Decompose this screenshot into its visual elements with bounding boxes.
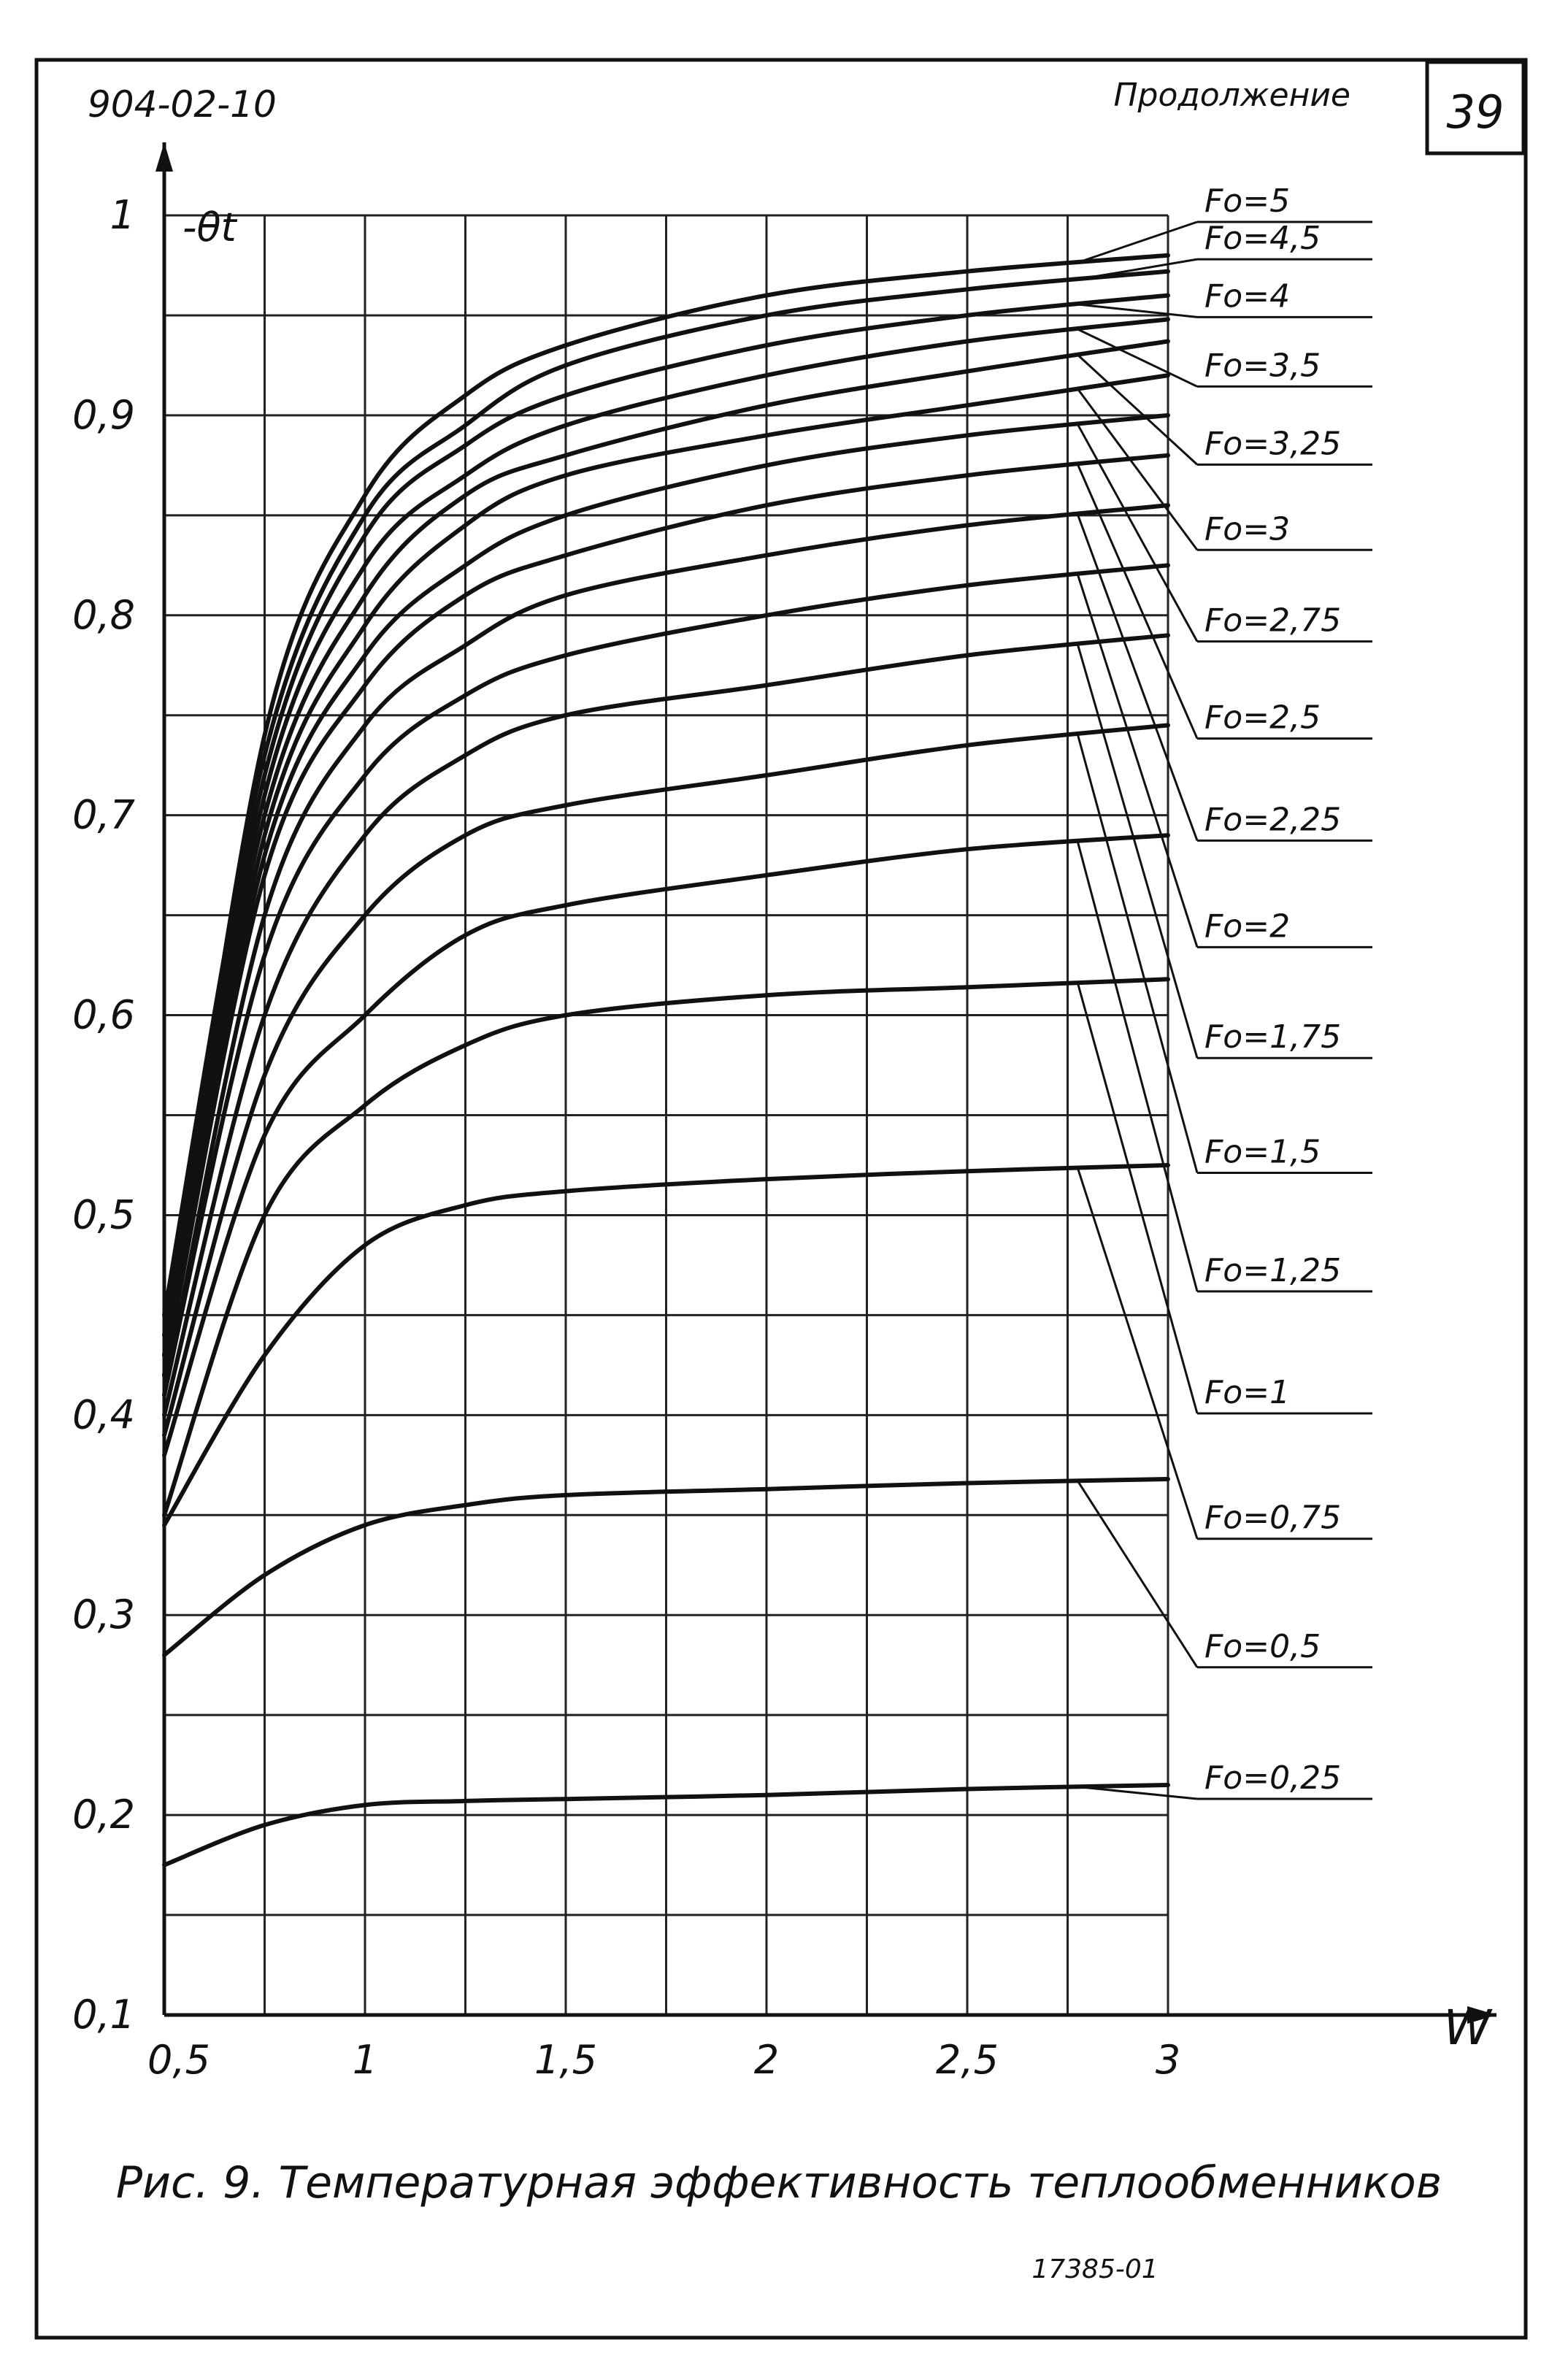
- x-tick-label: 1: [353, 2037, 377, 2083]
- series-line: [162, 833, 1170, 1458]
- series-leader-line: [1077, 1786, 1198, 1800]
- y-tick-label: 0,9: [72, 392, 135, 438]
- series-label: Fo=0,25: [1204, 1759, 1341, 1797]
- series-label: Fo=2: [1204, 907, 1290, 945]
- series-leader-line: [1076, 423, 1199, 642]
- series-label: Fo=3,5: [1204, 347, 1321, 384]
- figure-caption: Рис. 9. Температурная эффективность тепл…: [116, 2157, 1442, 2208]
- axes: [155, 142, 1496, 2024]
- continuation-label: Продолжение: [1113, 77, 1350, 114]
- page-number-box: [1425, 60, 1526, 156]
- series-line: [162, 723, 1170, 1437]
- series-label: Fo=5: [1204, 183, 1290, 220]
- y-tick-label: 0,4: [72, 1391, 135, 1437]
- y-tick-label: 0,6: [72, 992, 135, 1038]
- x-tick-label: 2,5: [936, 2037, 999, 2083]
- series-line: [162, 453, 1170, 1378]
- series-leader-line: [1076, 464, 1199, 740]
- series-label: Fo=0,5: [1204, 1628, 1321, 1665]
- series-line: [162, 503, 1170, 1397]
- series-label: Fo=4,5: [1204, 220, 1321, 257]
- doc-number: 904-02-10: [88, 83, 277, 126]
- series-line: [162, 977, 1170, 1518]
- tick-labels: 0,5 1 1,5 2 2,5 3 0,1 0,2 0,3 0,4 0,5 0,6 0,7 0,8 0,9 1: [72, 192, 1180, 2083]
- series-label: Fo=3,25: [1204, 425, 1341, 462]
- series-label: Fo=2,5: [1204, 699, 1321, 737]
- series-line: [162, 1783, 1170, 1867]
- y-tick-label: 0,1: [72, 1992, 135, 2038]
- y-tick-label: 1: [110, 192, 135, 238]
- series-label: Fo=0,75: [1204, 1500, 1341, 1537]
- x-axis-arrow: [1467, 2006, 1496, 2024]
- heat-exchanger-chart: 0,5 1 1,5 2 2,5 3 0,1 0,2 0,3 0,4 0,5 0,6 0,7 0,8 0,9 1…: [72, 142, 1496, 2083]
- series-label: Fo=3: [1204, 510, 1290, 548]
- series-line: [162, 293, 1170, 1337]
- series-leader-line: [1077, 303, 1198, 318]
- series-labels: Fo=5Fo=4,5 Fo=4 Fo=3,5 Fo=3,25 Fo=3 Fo=2,75 Fo…: [1076, 183, 1372, 1800]
- series-leader-line: [1076, 513, 1199, 841]
- series-leader-line: [1076, 644, 1199, 1059]
- sheet-frame: [34, 58, 1528, 2340]
- series-label: Fo=2,25: [1204, 801, 1341, 838]
- series-leader-line: [1076, 982, 1199, 1414]
- series-line: [162, 563, 1170, 1397]
- series-line: [162, 269, 1170, 1318]
- y-tick-label: 0,5: [72, 1191, 135, 1237]
- series-leader-line: [1076, 574, 1199, 948]
- y-axis-arrow: [155, 142, 173, 172]
- series-line: [162, 1163, 1170, 1527]
- series-label: Fo=1: [1204, 1374, 1290, 1411]
- x-tick-label: 3: [1156, 2037, 1180, 2083]
- series-line: [162, 373, 1170, 1378]
- series-label: Fo=4: [1204, 277, 1290, 315]
- series-label: Fo=1,75: [1204, 1018, 1341, 1056]
- y-axis-label: -θt: [182, 204, 238, 250]
- series-leader-line: [1076, 1167, 1199, 1540]
- y-tick-label: 0,7: [72, 792, 135, 838]
- series-line: [162, 339, 1170, 1358]
- page-number: 39: [1447, 85, 1505, 139]
- x-tick-label: 2: [754, 2037, 779, 2083]
- y-tick-label: 0,2: [72, 1792, 135, 1838]
- series-label: Fo=1,5: [1204, 1133, 1321, 1170]
- x-axis-label: W: [1443, 2000, 1493, 2056]
- y-tick-label: 0,3: [72, 1592, 135, 1638]
- series-line: [162, 412, 1170, 1378]
- series-leader-line: [1077, 353, 1199, 466]
- series-label: Fo=2,75: [1204, 602, 1341, 640]
- inventory-number: 17385-01: [1031, 2254, 1158, 2284]
- series-label: Fo=1,25: [1204, 1252, 1341, 1289]
- series-leader-line: [1077, 220, 1198, 264]
- x-tick-label: 0,5: [147, 2037, 210, 2083]
- y-tick-label: 0,8: [72, 592, 135, 638]
- series-line: [162, 317, 1170, 1358]
- series-leader-line: [1077, 388, 1199, 551]
- series-lines: [162, 253, 1170, 1867]
- x-tick-label: 1,5: [534, 2037, 597, 2083]
- series-line: [162, 633, 1170, 1418]
- series-leader-line: [1076, 841, 1199, 1292]
- series-line: [162, 1477, 1170, 1657]
- series-leader-line: [1077, 258, 1198, 281]
- series-leader-line: [1076, 1480, 1199, 1668]
- series-leader-line: [1076, 734, 1199, 1173]
- series-leader-line: [1077, 328, 1198, 388]
